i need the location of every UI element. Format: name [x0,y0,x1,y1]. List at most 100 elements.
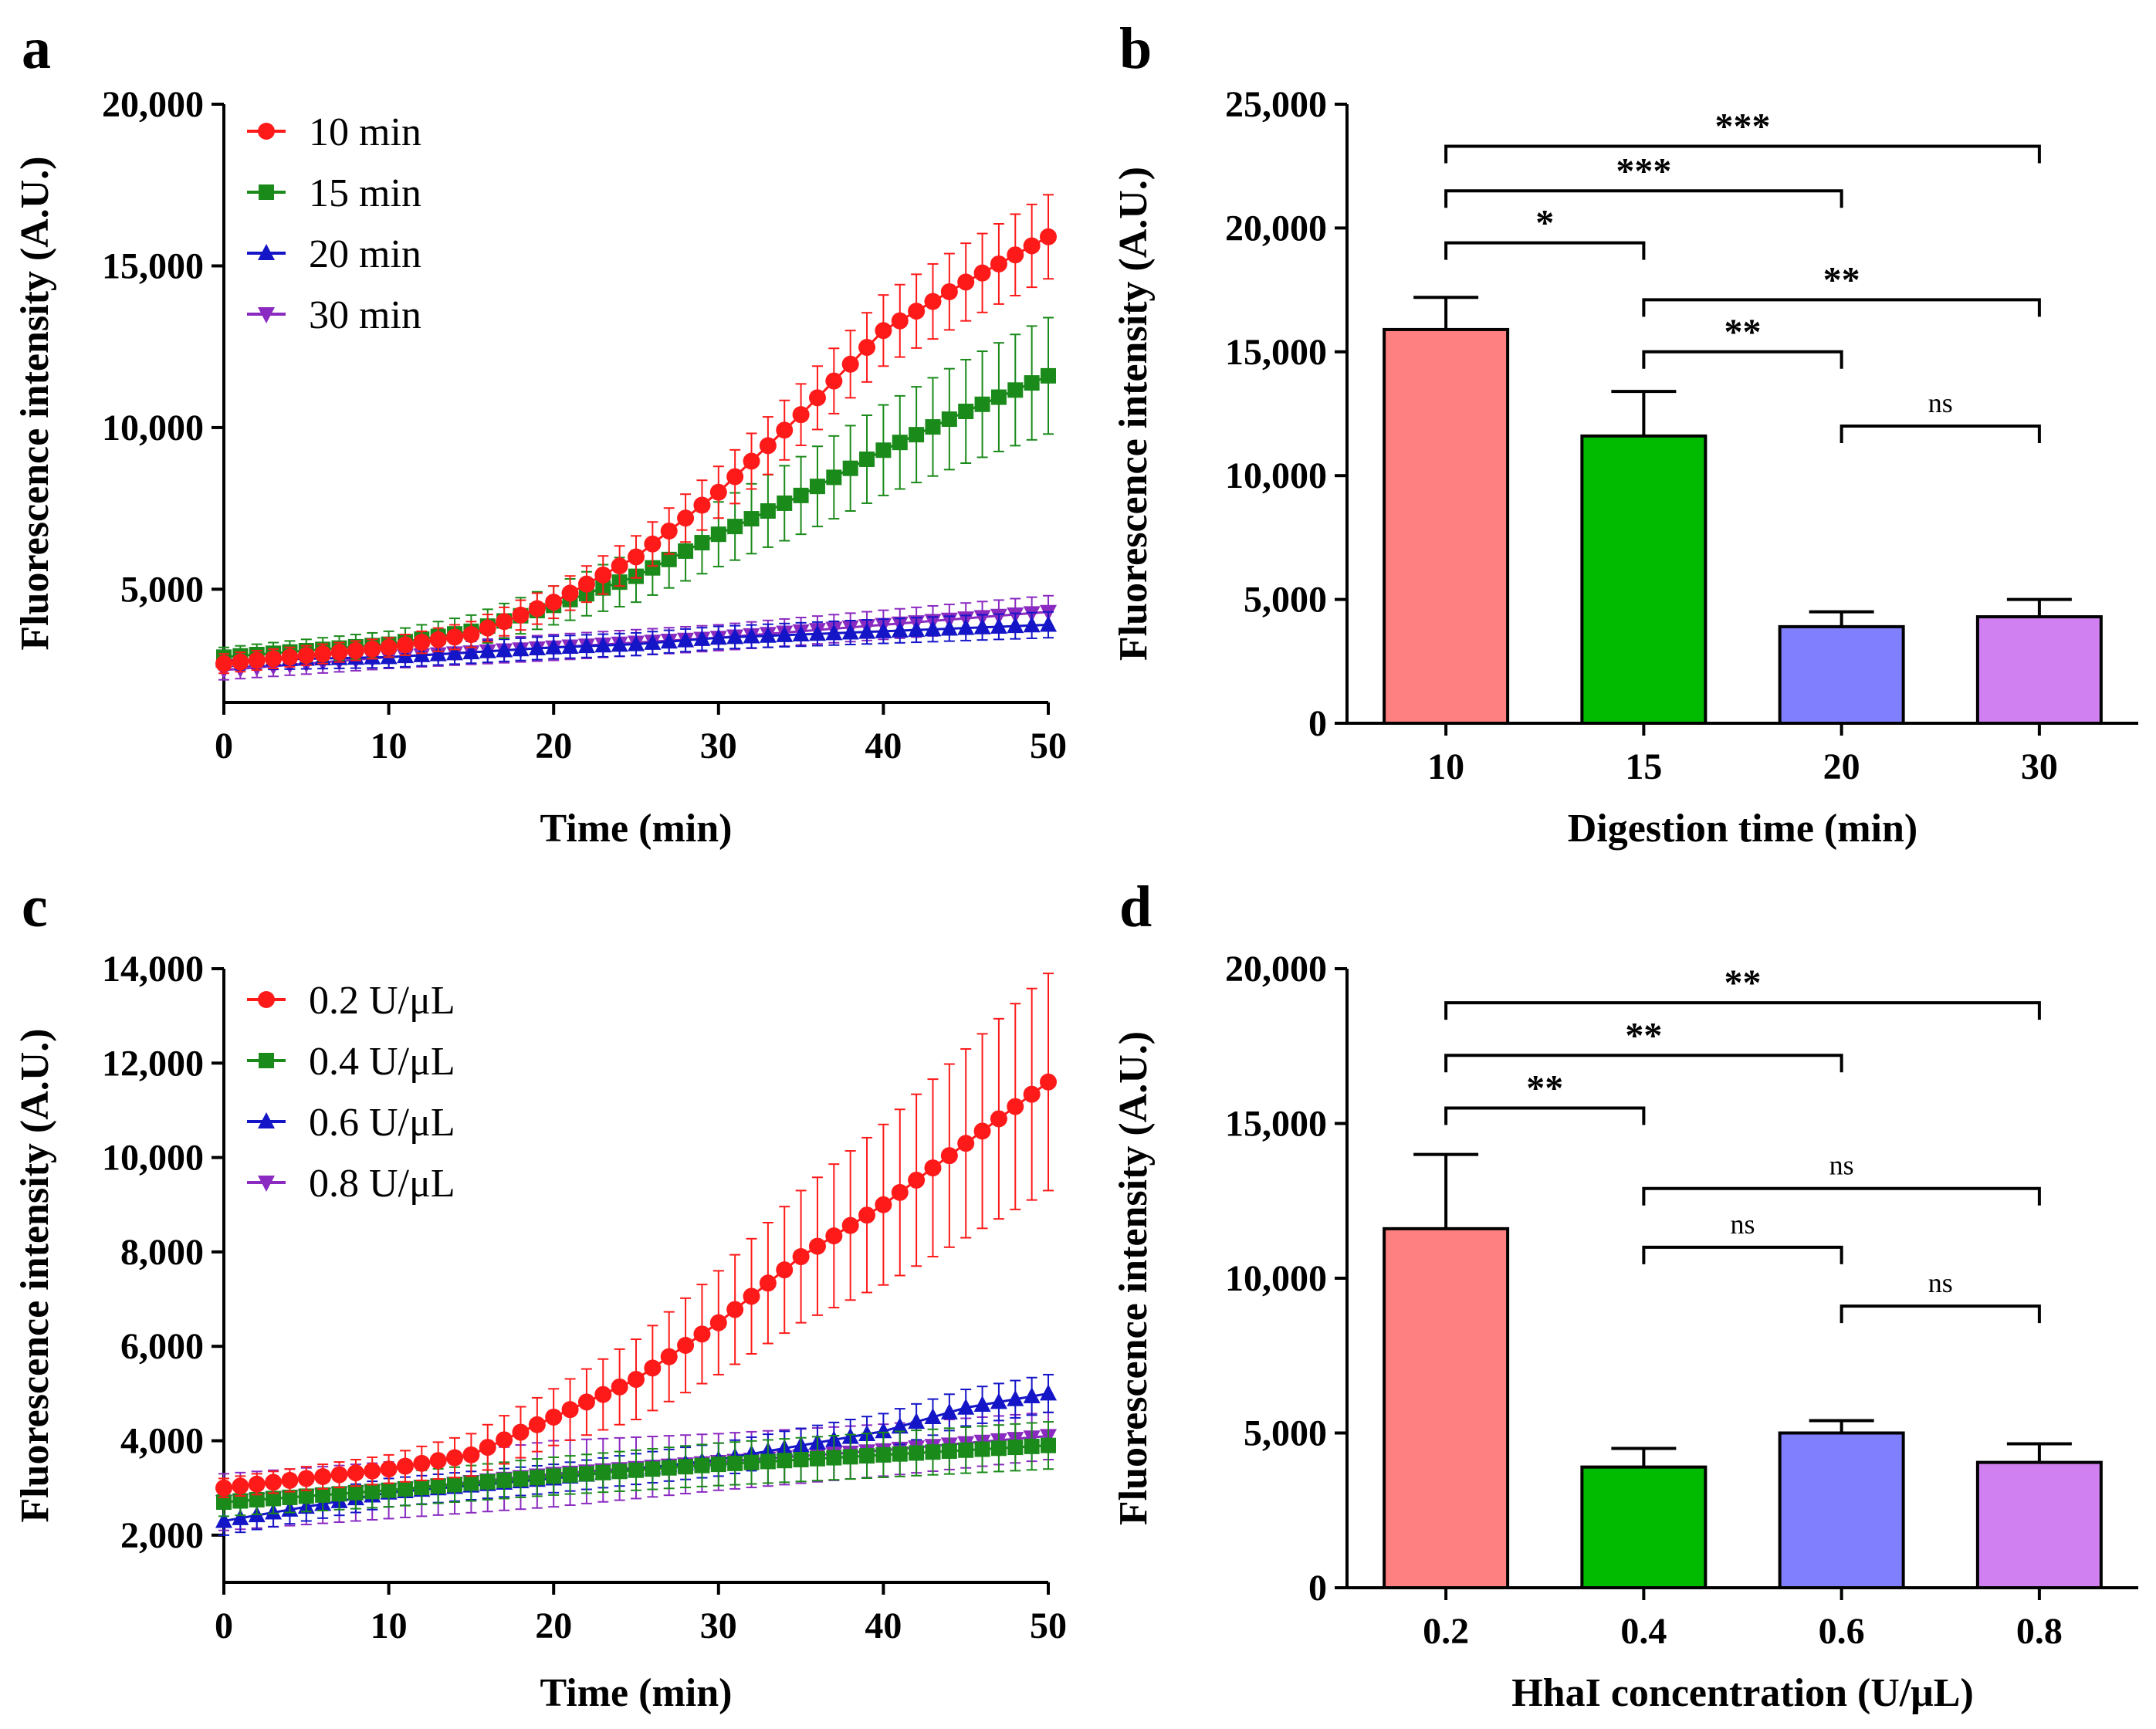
data-point [628,1371,645,1389]
data-point [496,613,513,631]
bracket-line [1642,298,2041,317]
data-point [660,632,678,649]
data-point [693,496,711,514]
data-point [380,638,398,656]
data-point [908,303,926,320]
data-point [859,451,875,467]
x-tick-label: 15 [1625,746,1662,787]
data-point [941,1443,957,1459]
data-point [577,575,595,593]
data-point [561,584,579,602]
data-point [841,1216,859,1234]
data-point [463,1475,479,1491]
y-tick-label: 12,000 [102,1043,204,1084]
significance-label: ** [1724,312,1762,353]
data-point [957,273,975,291]
bracket-line [1642,1186,2041,1206]
data-point [1040,1073,1057,1091]
data-point [678,543,694,559]
data-point [809,479,825,495]
data-point [677,509,695,527]
data-point [941,411,957,428]
data-point [858,339,876,357]
data-point [1023,616,1041,633]
data-point [760,1453,776,1470]
data-point [232,1477,249,1495]
data-point [694,535,710,551]
data-point [446,644,464,661]
y-tick-label: 5,000 [120,569,204,610]
significance-label: ns [1928,1267,1953,1298]
bracket-line [1642,1245,1843,1264]
series-line [223,374,1049,658]
data-point [628,1462,644,1478]
legend-label: 0.8 U/μL [309,1162,455,1206]
data-point [990,389,1007,405]
legend-label: 20 min [309,232,421,276]
x-tick-label: 0.8 [2016,1611,2063,1652]
data-point [792,1248,810,1266]
x-tick-label: 0 [215,1606,233,1646]
data-point [726,1301,744,1318]
y-tick-label: 10,000 [1225,455,1327,496]
data-point [760,503,776,519]
data-point [297,647,315,665]
significance-bracket: ** [1444,1068,1646,1125]
data-point [661,551,677,567]
x-tick-label: 30 [700,1606,737,1646]
significance-label: ns [1730,1209,1755,1240]
data-point [825,624,843,641]
legend-label: 0.4 U/μL [309,1040,455,1084]
bar-0.8 [1975,1460,2103,1589]
significance-label: * [1535,203,1554,244]
data-point [430,1478,446,1494]
significance-label: *** [1715,107,1771,147]
data-point [314,1468,332,1486]
y-tick-label: 10,000 [1225,1258,1327,1299]
x-tick-label: 30 [700,726,737,766]
x-tick-label: 20 [535,1606,572,1646]
legend-entry: 0.8 U/μL [247,1162,455,1206]
data-point [925,419,941,435]
data-point [1007,1440,1024,1456]
data-point [611,557,628,575]
data-point [825,372,843,390]
data-point [1007,617,1024,634]
data-point [1024,375,1040,391]
data-point [644,535,662,553]
y-tick-label: 15,000 [102,245,204,286]
data-point [727,519,743,535]
data-point [826,469,842,486]
data-point [990,1440,1007,1457]
data-point [908,1413,926,1430]
data-point [974,1441,990,1457]
data-point [678,1459,694,1475]
data-point [479,641,496,658]
data-point [841,355,859,373]
y-tick-label: 20,000 [102,84,204,125]
data-point [258,991,275,1008]
bar-20 [1778,624,1905,725]
data-point [693,629,711,646]
panel-c-letter: c [22,875,48,939]
data-point [297,1470,315,1487]
y-tick-label: 5,000 [1244,580,1327,621]
data-point [1041,367,1056,384]
data-point [1007,382,1024,398]
significance-bracket: ns [1840,1267,2041,1324]
data-point [594,636,612,653]
data-point [808,1237,826,1255]
data-point [1007,246,1024,264]
data-point [776,1261,794,1279]
data-point [528,639,546,656]
data-point [677,1337,695,1355]
data-point [232,653,249,671]
bracket-line [1444,1001,2041,1020]
data-point [924,293,942,310]
data-point [661,1460,677,1476]
data-point [859,1448,875,1464]
data-point [594,1386,612,1403]
series-0-2-u-l [215,973,1057,1498]
panel-d: d 0 5,000 10,000 15,000 20,000 Fluorescence i… [1112,875,2138,1715]
